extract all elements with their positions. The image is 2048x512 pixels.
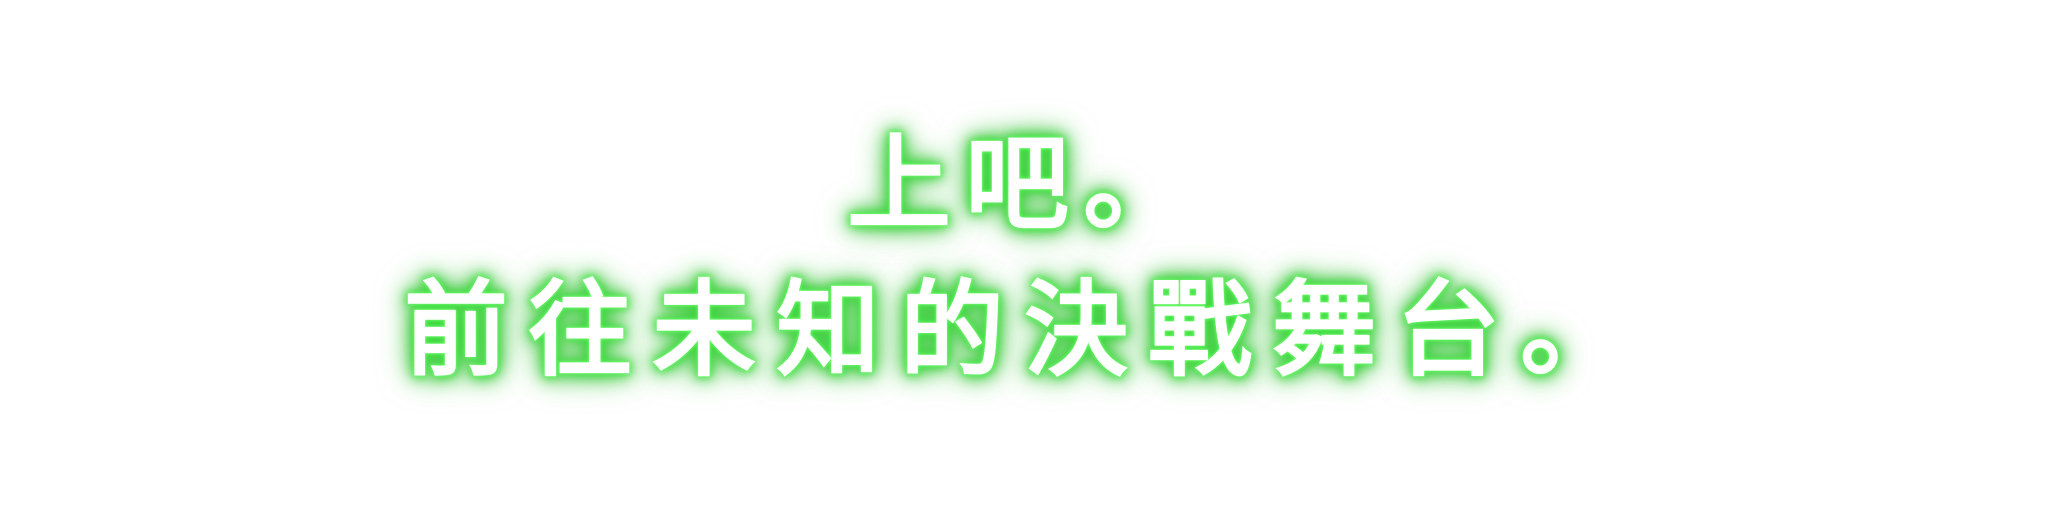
dialogue-line-2: 前往未知的決戰舞台。 xyxy=(403,269,1644,391)
dialogue-line-1: 上吧。 xyxy=(846,123,1201,245)
